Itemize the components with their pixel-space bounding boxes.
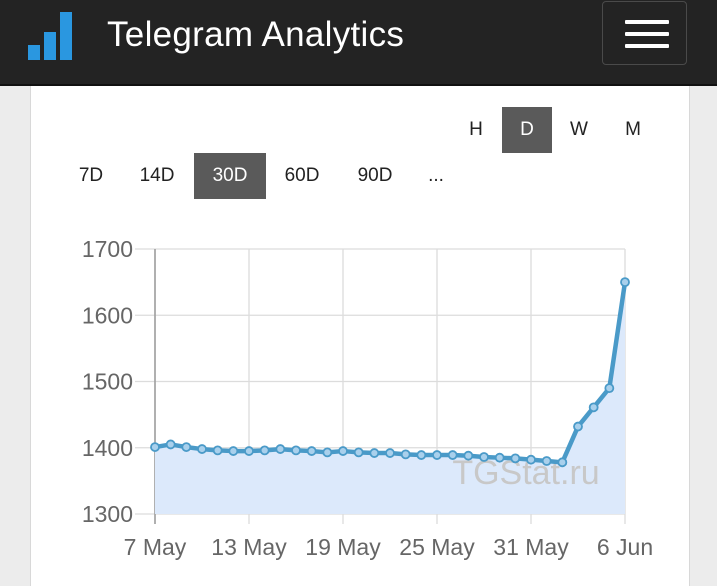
data-point[interactable] [322,447,333,458]
data-point[interactable] [588,402,599,413]
range-button-60d[interactable]: 60D [284,165,320,186]
granularity-button-d[interactable]: D [502,107,552,153]
data-point[interactable] [620,277,630,288]
series-area-fill [155,282,625,514]
hamburger-menu-button[interactable] [602,1,687,65]
granularity-button-m[interactable]: M [625,119,641,140]
x-tick-label: 6 Jun [597,534,653,560]
data-point[interactable] [228,446,239,456]
data-point[interactable] [212,445,223,456]
series-line [154,281,628,465]
top-navigation-bar: Telegram Analytics [0,0,717,86]
data-point[interactable] [165,439,176,450]
data-point[interactable] [557,457,568,468]
data-point[interactable] [416,450,427,460]
x-tick-label: 13 May [211,534,287,560]
data-point[interactable] [197,444,207,454]
granularity-button-h[interactable]: H [469,119,483,140]
range-button-14d[interactable]: 14D [139,165,175,186]
data-point[interactable] [479,452,489,462]
data-point[interactable] [494,452,505,463]
y-tick-label: 1500 [82,369,133,395]
data-point[interactable] [526,454,536,465]
data-point[interactable] [338,446,348,456]
range-button-30d[interactable]: 30D [194,153,266,199]
data-point[interactable] [306,446,317,456]
bar-chart-logo-icon[interactable] [28,12,80,62]
y-tick-label: 1300 [82,501,133,527]
granularity-button-w[interactable]: W [570,119,588,140]
data-point[interactable] [275,444,286,454]
data-point[interactable] [150,442,160,452]
data-point[interactable] [447,450,458,460]
data-point[interactable] [604,383,615,394]
data-point[interactable] [291,445,301,456]
data-point[interactable] [259,445,270,456]
data-point[interactable] [244,446,254,456]
y-tick-label: 1600 [82,302,133,328]
y-tick-label: 1700 [82,236,133,262]
range-button-7d[interactable]: 7D [78,165,104,186]
range-button-more[interactable]: ... [428,165,444,186]
y-tick-label: 1400 [82,435,133,461]
data-point[interactable] [573,421,583,432]
data-point[interactable] [369,448,380,458]
data-point[interactable] [463,450,474,461]
x-tick-label: 25 May [399,534,475,560]
data-point[interactable] [510,453,521,464]
range-button-90d[interactable]: 90D [357,165,393,186]
data-point[interactable] [181,442,192,452]
data-point[interactable] [353,447,364,458]
x-tick-label: 31 May [493,534,569,560]
data-point[interactable] [385,448,395,458]
data-point[interactable] [400,449,411,460]
data-point[interactable] [432,450,442,460]
x-tick-label: 19 May [305,534,381,560]
data-point[interactable] [541,456,552,466]
x-tick-label: 7 May [124,534,187,560]
app-title: Telegram Analytics [107,15,405,54]
